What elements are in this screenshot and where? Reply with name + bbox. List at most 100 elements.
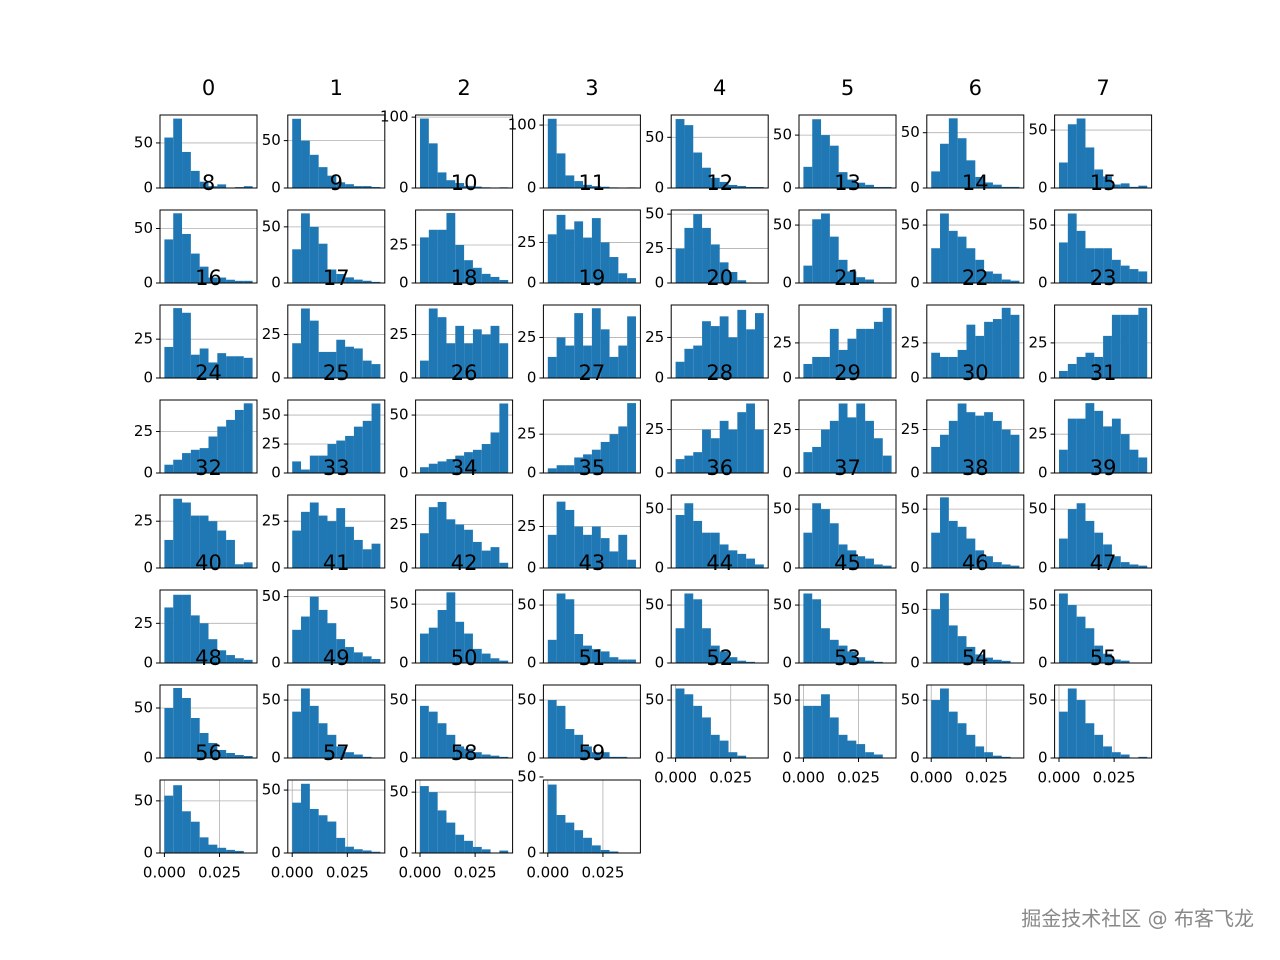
bar <box>1120 434 1130 473</box>
axes-frame <box>542 779 641 854</box>
subplot-title: 52 <box>706 646 733 670</box>
bar <box>362 549 372 568</box>
y-tick-label: 0 <box>910 274 920 292</box>
bar <box>1085 403 1095 473</box>
bar <box>710 532 720 568</box>
bar <box>966 646 976 663</box>
bar <box>675 628 685 663</box>
bar <box>693 452 703 473</box>
y-tick-label: 25 <box>262 325 281 343</box>
y-tick-label: 25 <box>262 512 281 530</box>
bar <box>1059 593 1068 663</box>
bar <box>948 356 958 378</box>
bar <box>243 659 253 663</box>
bar <box>609 657 619 663</box>
bar <box>865 752 874 758</box>
bar <box>591 449 601 473</box>
subplot-title: 58 <box>451 741 478 765</box>
bar <box>865 279 874 283</box>
bar <box>490 658 500 663</box>
axes-frame <box>415 684 514 759</box>
y-tick-label: 0 <box>527 844 537 862</box>
bar <box>1129 269 1139 283</box>
bar <box>931 171 941 188</box>
subplot-title: 48 <box>195 646 222 670</box>
bar <box>829 523 839 568</box>
y-tick-label: 50 <box>1029 500 1048 518</box>
bar <box>719 740 729 758</box>
y-tick-label: 0 <box>143 844 153 862</box>
subplot-title: 16 <box>195 266 222 290</box>
bar <box>984 556 993 568</box>
bar <box>1059 370 1068 378</box>
bar <box>481 653 491 663</box>
bar <box>574 457 584 473</box>
bar <box>309 455 319 473</box>
bar <box>199 348 209 378</box>
subplot-title: 13 <box>834 171 861 195</box>
bar <box>737 412 747 473</box>
bar <box>684 694 694 758</box>
bar <box>719 651 729 663</box>
x-tick-label: 0.025 <box>454 864 497 882</box>
bar <box>1001 564 1011 568</box>
y-tick-label: 0 <box>1038 749 1048 767</box>
bar <box>420 786 429 853</box>
bar <box>931 700 941 758</box>
subplot-title: 27 <box>579 361 606 385</box>
x-tick-label: 0.025 <box>837 769 880 787</box>
bar <box>499 660 509 663</box>
bar <box>591 186 601 188</box>
bar <box>301 213 310 283</box>
bar <box>292 461 302 473</box>
bar <box>472 846 482 853</box>
bar <box>472 752 482 758</box>
bar <box>992 562 1002 568</box>
bar <box>362 186 372 188</box>
bar <box>420 633 429 663</box>
bar <box>490 432 500 473</box>
x-tick-label: 0.025 <box>581 864 624 882</box>
bar <box>746 558 755 568</box>
bar <box>182 811 191 853</box>
bar <box>957 526 967 568</box>
bar <box>556 501 566 568</box>
bar <box>217 847 227 853</box>
bar <box>173 459 183 473</box>
bar <box>455 621 465 663</box>
bar <box>847 179 857 188</box>
axes-frame <box>542 209 641 284</box>
bar <box>1059 242 1068 283</box>
y-tick-label: 0 <box>1038 274 1048 292</box>
bar <box>481 849 491 853</box>
bar <box>301 688 310 758</box>
bar <box>318 243 328 283</box>
bar <box>327 175 337 188</box>
bar <box>728 752 738 758</box>
bar <box>600 849 610 853</box>
y-tick-label: 50 <box>517 596 536 614</box>
bar <box>737 755 747 758</box>
bar <box>226 849 235 853</box>
bar <box>966 160 976 188</box>
subplot-title: 34 <box>451 456 478 480</box>
axes-frame <box>159 399 258 474</box>
bar <box>583 645 592 663</box>
bar <box>420 467 429 473</box>
bar <box>243 280 253 283</box>
bar <box>499 562 509 568</box>
bar <box>838 645 848 663</box>
y-tick-label: 50 <box>517 767 536 785</box>
bar <box>217 353 227 378</box>
bar <box>957 236 967 283</box>
bar <box>446 734 456 758</box>
subplot-title: 28 <box>706 361 733 385</box>
bar <box>199 266 209 283</box>
subplot-title: 24 <box>195 361 222 385</box>
bar <box>931 446 941 473</box>
bar <box>873 661 883 663</box>
bar <box>865 660 874 663</box>
bar <box>301 511 310 568</box>
bar <box>556 337 566 378</box>
